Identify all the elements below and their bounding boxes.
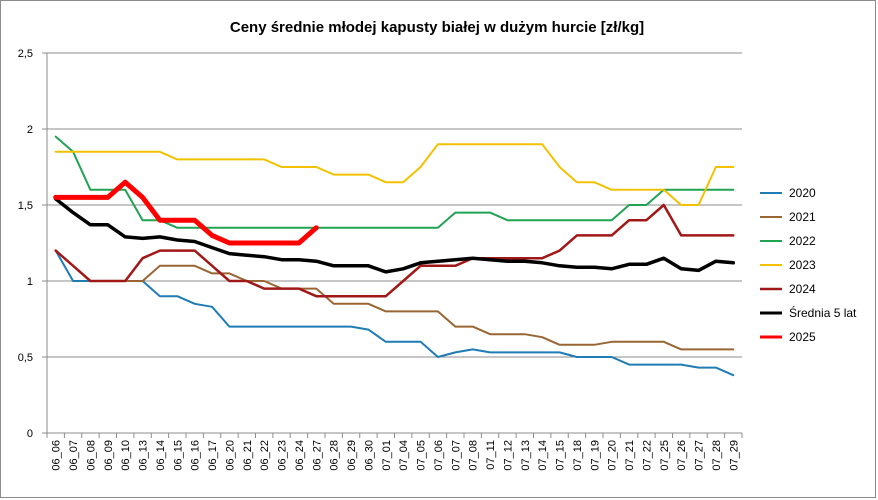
- x-tick-label: 07_04: [398, 440, 410, 471]
- x-tick-label: 06_08: [85, 440, 97, 471]
- x-tick-label: 06_13: [138, 440, 150, 471]
- x-tick-label: 06_17: [207, 440, 219, 471]
- series-line-2025: [53, 179, 319, 246]
- x-tick-label: 06_10: [120, 440, 132, 471]
- x-tick-label: 06_09: [103, 440, 115, 471]
- x-tick-label: 06_22: [259, 440, 271, 471]
- x-tick-label: 06_07: [68, 440, 80, 471]
- x-tick-label: 07_28: [711, 440, 723, 471]
- x-tick-label: 07_07: [450, 440, 462, 471]
- x-tick-label: 07_12: [502, 440, 514, 471]
- x-tick-label: 07_22: [641, 440, 653, 471]
- chart-title: Ceny średnie młodej kapusty białej w duż…: [230, 19, 644, 36]
- legend-label: 2021: [789, 210, 816, 224]
- x-tick-label: 06_27: [311, 440, 323, 471]
- x-tick-label: 07_20: [607, 440, 619, 471]
- x-tick-label: 06_16: [190, 440, 202, 471]
- x-tick-label: 07_11: [485, 440, 497, 470]
- x-tick-label: 07_18: [572, 440, 584, 471]
- legend-label: 2024: [789, 282, 816, 296]
- y-tick-label: 0,5: [18, 352, 33, 364]
- y-tick-label: 2,5: [18, 48, 33, 60]
- x-tick-label: 07_15: [555, 440, 567, 471]
- series-line-średnia-5-lat: [53, 197, 736, 274]
- x-tick-label: 07_29: [728, 440, 740, 471]
- x-tick-label: 07_13: [520, 440, 532, 471]
- x-tick-label: 07_25: [659, 440, 671, 471]
- x-tick-label: 06_28: [329, 440, 341, 471]
- legend-label: 2022: [789, 234, 816, 248]
- x-tick-label: 07_06: [433, 440, 445, 471]
- x-tick-label: 06_06: [51, 440, 63, 471]
- y-tick-label: 2: [27, 124, 33, 136]
- x-tick-label: 07_27: [694, 440, 706, 471]
- y-tick-label: 1,5: [18, 200, 33, 212]
- legend-label: 2025: [789, 330, 816, 344]
- x-tick-label: 07_01: [381, 440, 393, 471]
- x-tick-label: 06_14: [155, 440, 167, 471]
- x-tick-label: 07_05: [416, 440, 428, 471]
- x-tick-label: 07_14: [537, 440, 549, 471]
- legend-label: 2023: [789, 258, 816, 272]
- x-tick-label: 07_19: [589, 440, 601, 471]
- x-tick-label: 06_15: [172, 440, 184, 471]
- series-line-2024: [54, 203, 735, 298]
- y-tick-label: 1: [27, 276, 33, 288]
- y-tick-label: 0: [27, 428, 33, 440]
- series-line-2022: [54, 135, 735, 229]
- series-line-2023: [54, 143, 735, 206]
- x-tick-label: 07_21: [624, 440, 636, 471]
- x-tick-label: 06_21: [242, 440, 254, 471]
- series-line-2020: [54, 249, 735, 377]
- legend-label: Średnia 5 lat: [789, 305, 857, 320]
- x-tick-label: 06_23: [277, 440, 289, 471]
- x-tick-label: 06_30: [363, 440, 375, 471]
- x-tick-label: 06_20: [224, 440, 236, 471]
- series-line-2021: [89, 264, 735, 351]
- x-tick-label: 06_29: [346, 440, 358, 471]
- legend-label: 2020: [789, 186, 816, 200]
- x-tick-label: 07_08: [468, 440, 480, 471]
- x-tick-label: 07_26: [676, 440, 688, 471]
- x-tick-label: 06_24: [294, 440, 306, 471]
